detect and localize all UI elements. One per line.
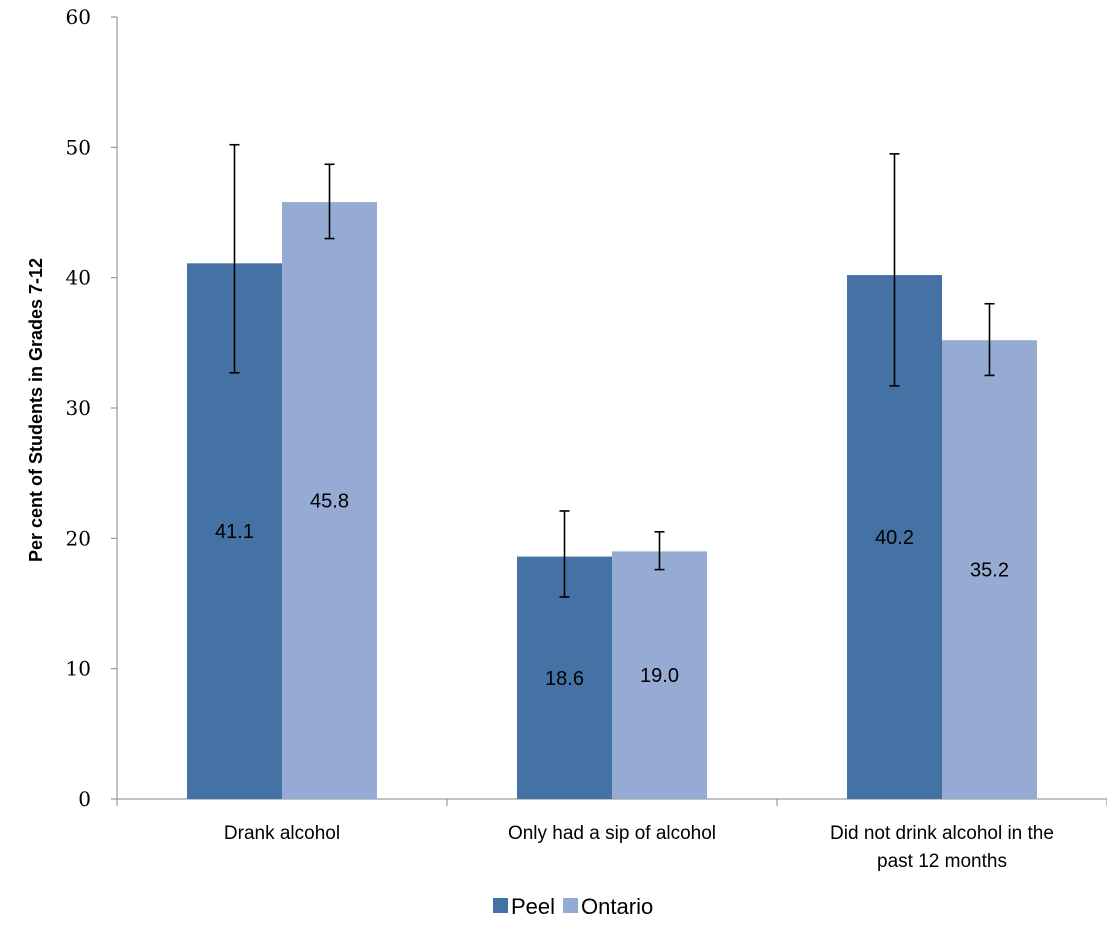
- data-label: 18.6: [545, 668, 584, 690]
- data-label: 41.1: [215, 521, 254, 543]
- y-tick-label: 0: [78, 787, 91, 811]
- x-category-label-line: past 12 months: [877, 851, 1007, 872]
- x-category-label-line: Only had a sip of alcohol: [508, 823, 716, 844]
- bars: [187, 202, 1037, 800]
- y-tick-label: 20: [66, 526, 91, 550]
- x-category-label-line: Drank alcohol: [224, 823, 340, 844]
- x-category-label: Did not drink alcohol in the past 12 mont…: [830, 823, 1054, 872]
- y-tick-label: 60: [66, 5, 91, 29]
- x-category-label: Only had a sip of alcohol: [508, 823, 716, 844]
- y-axis-title: Per cent of Students in Grades 7-12: [26, 258, 46, 562]
- legend-label-peel: Peel: [511, 894, 555, 919]
- y-tick-label: 10: [66, 657, 91, 681]
- x-category-label: Drank alcohol: [224, 823, 340, 844]
- legend-label-ontario: Ontario: [581, 894, 653, 919]
- legend-swatch-peel: [493, 898, 508, 913]
- bar-ontario: [612, 551, 707, 799]
- data-labels: 41.1 18.6 40.2 45.8 19.0 35.2: [215, 491, 1009, 690]
- legend: Peel Ontario: [493, 894, 653, 919]
- error-bars: [229, 143, 995, 598]
- data-label: 19.0: [640, 665, 679, 687]
- y-tick-label: 40: [66, 266, 91, 290]
- axes: 0 10 20 30 40 50 60 Drank alcohol Only had a sip…: [66, 5, 1107, 872]
- data-label: 35.2: [970, 560, 1009, 582]
- y-tick-label: 30: [66, 396, 91, 420]
- data-label: 45.8: [310, 491, 349, 513]
- legend-swatch-ontario: [563, 898, 579, 913]
- x-category-label-line: Did not drink alcohol in the: [830, 823, 1054, 844]
- bar-ontario: [942, 340, 1037, 799]
- data-label: 40.2: [875, 527, 914, 549]
- bar-ontario: [282, 202, 377, 799]
- y-tick-label: 50: [66, 135, 91, 159]
